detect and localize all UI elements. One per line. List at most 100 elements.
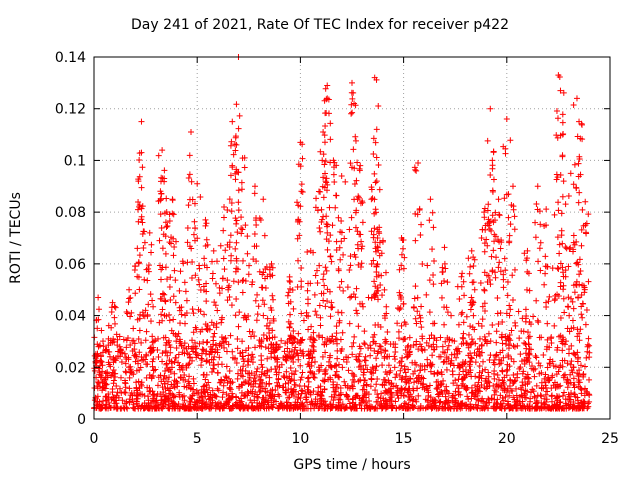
data-point	[91, 367, 98, 374]
data-point	[374, 375, 381, 382]
data-point	[395, 305, 402, 312]
data-point	[183, 364, 190, 371]
data-point	[328, 364, 335, 371]
data-point	[542, 270, 549, 277]
data-point	[357, 231, 364, 238]
data-point	[515, 308, 522, 315]
data-point	[333, 362, 340, 369]
data-point	[413, 341, 420, 348]
data-point	[544, 320, 551, 327]
data-point	[355, 353, 362, 360]
data-point	[491, 405, 498, 412]
data-point	[578, 386, 585, 393]
data-point	[399, 374, 406, 381]
data-point	[439, 403, 446, 410]
data-point	[290, 358, 297, 365]
data-point	[159, 317, 166, 324]
data-point	[137, 364, 144, 371]
data-point	[456, 348, 463, 355]
data-point	[325, 238, 332, 245]
data-point	[430, 341, 437, 348]
data-point	[374, 391, 381, 398]
data-point	[534, 392, 541, 399]
data-point	[108, 309, 115, 316]
data-point	[259, 379, 266, 386]
data-point	[352, 224, 359, 231]
data-point	[270, 397, 277, 404]
data-point	[329, 222, 336, 229]
data-point	[302, 390, 309, 397]
data-point	[439, 391, 446, 398]
data-point	[526, 378, 533, 385]
data-point	[191, 218, 198, 225]
data-point	[413, 398, 420, 405]
data-point	[305, 351, 312, 358]
data-point	[431, 257, 438, 264]
data-point	[392, 374, 399, 381]
data-point	[508, 201, 515, 208]
data-point	[471, 256, 478, 263]
data-point	[322, 398, 329, 405]
data-point	[226, 375, 233, 382]
data-point	[522, 387, 529, 394]
data-point	[430, 271, 437, 278]
data-point	[342, 178, 349, 185]
data-point	[518, 386, 525, 393]
data-point	[323, 187, 330, 194]
data-point	[147, 291, 154, 298]
data-point	[114, 336, 121, 343]
data-point	[413, 167, 420, 174]
data-point	[238, 214, 245, 221]
data-point	[233, 141, 240, 148]
data-point	[193, 399, 200, 405]
data-point	[335, 309, 342, 316]
y-tick-label: 0.1	[64, 153, 86, 169]
data-point	[327, 362, 334, 369]
data-point	[131, 346, 138, 353]
data-point	[417, 318, 424, 325]
data-point	[570, 375, 577, 382]
data-point	[436, 353, 443, 360]
data-point	[138, 339, 145, 346]
data-point	[179, 404, 186, 411]
data-point	[484, 207, 491, 214]
data-point	[535, 319, 542, 326]
data-point	[320, 290, 327, 297]
data-point	[361, 340, 368, 347]
data-point	[262, 266, 269, 273]
data-point	[319, 334, 326, 341]
data-point	[564, 303, 571, 310]
data-point	[557, 362, 564, 369]
data-point	[222, 373, 229, 380]
data-point	[309, 342, 316, 349]
data-point	[149, 333, 156, 340]
data-point	[495, 321, 502, 328]
data-point	[341, 378, 348, 385]
data-point	[551, 297, 558, 304]
data-point	[524, 329, 531, 336]
data-point	[353, 307, 360, 314]
data-point	[507, 337, 514, 344]
data-point	[309, 354, 316, 361]
data-point	[98, 405, 105, 412]
data-point	[465, 352, 472, 359]
data-point	[532, 234, 539, 241]
data-point	[438, 368, 445, 375]
data-point	[242, 392, 249, 399]
data-point	[349, 343, 355, 350]
data-point	[394, 392, 401, 399]
data-point	[411, 164, 418, 171]
data-point	[304, 375, 311, 382]
data-point	[400, 300, 407, 307]
data-point	[149, 388, 156, 395]
data-point	[256, 388, 263, 395]
data-point	[419, 333, 426, 340]
data-point	[235, 187, 242, 194]
data-point	[500, 271, 507, 278]
data-point	[577, 171, 584, 178]
data-point	[249, 328, 256, 335]
data-point	[158, 190, 165, 197]
data-point	[559, 131, 566, 138]
axis-ticks: 00.020.040.060.080.10.120.140 5 10 15 20 25	[55, 50, 619, 447]
data-point	[431, 371, 438, 378]
